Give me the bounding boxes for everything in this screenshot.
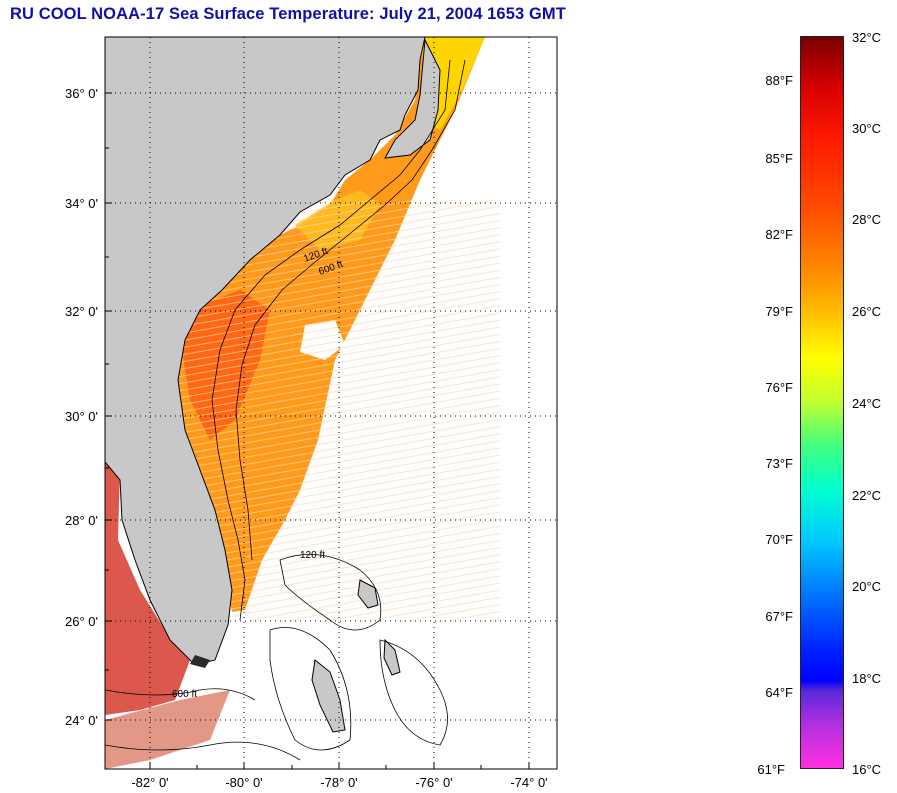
temperature-colorbar xyxy=(800,36,844,769)
lat-label-24: 24° 0' xyxy=(65,713,98,728)
sst-gulf-speckle xyxy=(105,460,190,715)
land-us xyxy=(105,37,426,666)
land-outer-banks xyxy=(384,38,441,159)
lat-label-32: 32° 0' xyxy=(65,304,98,319)
lon-label-76: -76° 0' xyxy=(415,775,453,790)
bathymetry-contours xyxy=(105,59,466,761)
lon-label-80: -80° 0' xyxy=(225,775,263,790)
lon-label-78: -78° 0' xyxy=(320,775,358,790)
colorbar-f-64: 64°F xyxy=(765,685,793,700)
land-keys xyxy=(190,655,210,668)
colorbar-c-16: 16°C xyxy=(852,762,882,777)
colorbar-f-61: 61°F xyxy=(757,762,785,777)
colorbar-f-67: 67°F xyxy=(765,609,793,624)
colorbar-f-76: 76°F xyxy=(765,380,793,395)
chart-title: RU COOL NOAA-17 Sea Surface Temperature:… xyxy=(10,5,566,23)
lat-label-34: 34° 0' xyxy=(65,196,98,211)
lon-label-82: -82° 0' xyxy=(131,775,169,790)
lat-label-28: 28° 0' xyxy=(65,513,98,528)
land-bahamas-eleuthera xyxy=(383,638,401,676)
axis-ticks xyxy=(105,92,530,769)
colorbar-c-30: 30°C xyxy=(852,121,882,136)
lat-label-30: 30° 0' xyxy=(65,409,98,424)
colorbar-f-70: 70°F xyxy=(765,532,793,547)
colorbar-c-20: 20°C xyxy=(852,579,882,594)
gridlines xyxy=(105,37,557,769)
colorbar-f-79: 79°F xyxy=(765,304,793,319)
lat-label-36: 36° 0' xyxy=(65,86,98,101)
colorbar-c-32: 32°C xyxy=(852,30,882,45)
colorbar-c-26: 26°C xyxy=(852,304,882,319)
contour-label-gulf-600ft: 600 ft xyxy=(172,689,197,700)
lon-label-74: -74° 0' xyxy=(510,775,548,790)
land-bahamas-andros xyxy=(311,659,346,733)
colorbar-f-88: 88°F xyxy=(765,73,793,88)
land-bahamas-abaco xyxy=(357,579,379,609)
colorbar-f-82: 82°F xyxy=(765,227,793,242)
colorbar-c-24: 24°C xyxy=(852,396,882,411)
colorbar-c-28: 28°C xyxy=(852,212,882,227)
plot-frame xyxy=(104,36,558,770)
colorbar-c-22: 22°C xyxy=(852,488,882,503)
colorbar-f-73: 73°F xyxy=(765,456,793,471)
colorbar-c-18: 18°C xyxy=(852,671,882,686)
colorbar-f-85: 85°F xyxy=(765,151,793,166)
lat-label-26: 26° 0' xyxy=(65,614,98,629)
contour-label-bahamas-120ft: 120 ft xyxy=(300,550,325,561)
